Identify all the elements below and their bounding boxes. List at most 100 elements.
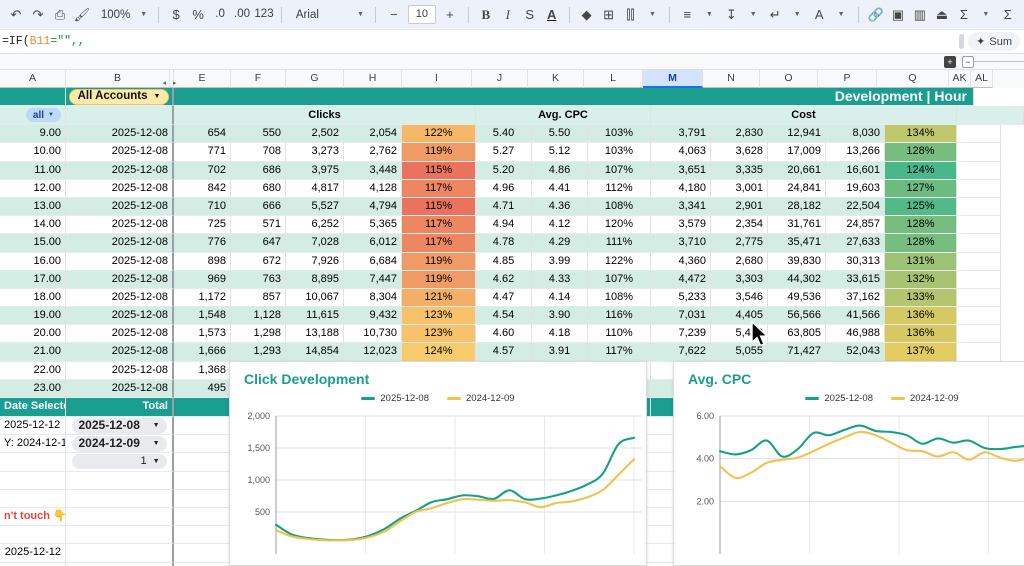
cell-date[interactable]: 2025-12-08: [66, 325, 174, 344]
cell-clicks-cumulative-ly[interactable]: 3,448: [344, 161, 402, 180]
font-family-selector[interactable]: Arial ▼: [289, 4, 368, 26]
formula-bar[interactable]: =IF(B11="",, ✦ Sum: [0, 30, 1024, 54]
cell-cost-lastyear[interactable]: 2,775: [711, 234, 768, 253]
cell-clicks-index[interactable]: 123%: [402, 325, 476, 344]
cell-date[interactable]: 2025-12-08: [66, 252, 174, 271]
cell-cost-index[interactable]: 137%: [885, 343, 957, 362]
functions-icon[interactable]: Σ: [959, 7, 968, 22]
column-header-h[interactable]: H: [344, 70, 402, 88]
cell-cpc-current[interactable]: 4.78: [476, 234, 532, 253]
cell-clicks-current[interactable]: 710: [174, 197, 231, 217]
cell-cost-index[interactable]: 131%: [885, 252, 957, 271]
cell-hour[interactable]: 14.00: [0, 216, 66, 235]
cell-cost-lastyear[interactable]: 5,422: [711, 325, 768, 344]
cell-blank[interactable]: [957, 216, 1001, 235]
vertical-align-icon[interactable]: ↧: [725, 7, 737, 22]
date-list-item[interactable]: 2025-12-11: [0, 562, 66, 566]
column-header-o[interactable]: O: [760, 70, 818, 88]
column-header-al[interactable]: AL: [971, 70, 993, 88]
cell-clicks-index[interactable]: 117%: [402, 216, 476, 235]
cell-date[interactable]: 2025-12-08: [66, 307, 174, 326]
cell-cost-cumulative-ly[interactable]: 30,313: [826, 252, 885, 271]
cell-clicks-current[interactable]: 702: [174, 161, 231, 180]
cell-clicks-lastyear[interactable]: 1,298: [231, 325, 286, 344]
cell-clicks-lastyear[interactable]: 686: [231, 161, 286, 180]
cell-cpc-current[interactable]: 4.57: [476, 343, 532, 362]
cell-clicks-lastyear[interactable]: 672: [231, 252, 286, 271]
cell-clicks-current[interactable]: 969: [174, 270, 231, 289]
cell-cpc-lastyear[interactable]: 4.36: [532, 197, 588, 217]
cell-clicks-cumulative-ly[interactable]: 4,794: [344, 197, 402, 217]
cell-clicks-cumulative[interactable]: 7,028: [286, 234, 344, 253]
column-header-p[interactable]: P: [818, 70, 877, 88]
cell-clicks-lastyear[interactable]: 708: [231, 143, 286, 162]
cell-cost-lastyear[interactable]: 3,303: [711, 270, 768, 289]
cell-clicks-cumulative-ly[interactable]: 10,730: [344, 325, 402, 344]
table-row[interactable]: 20.00 2025-12-08 1,573 1,298 13,188 10,730 123…: [0, 325, 1024, 344]
cell-cost-current[interactable]: 7,622: [651, 343, 711, 362]
cell-blank[interactable]: [957, 125, 1001, 144]
cell-clicks-cumulative-ly[interactable]: 5,365: [344, 216, 402, 235]
cell-cost-current[interactable]: 3,651: [651, 161, 711, 180]
cell-cpc-index[interactable]: 117%: [588, 343, 651, 362]
cell-cpc-lastyear[interactable]: 4.41: [532, 179, 588, 198]
resize-grip[interactable]: [959, 34, 964, 49]
column-header-f[interactable]: F: [231, 70, 286, 88]
table-row[interactable]: 19.00 2025-12-08 1,548 1,128 11,615 9,432 123%…: [0, 307, 1024, 326]
cell-date[interactable]: 2025-12-08: [66, 143, 174, 162]
cell-cpc-current[interactable]: 5.20: [476, 161, 532, 180]
cell-cost-cumulative-ly[interactable]: 24,857: [826, 216, 885, 235]
cell-clicks-cumulative[interactable]: 7,926: [286, 252, 344, 271]
cell-cost-cumulative-ly[interactable]: 33,615: [826, 270, 885, 289]
chevron-down-icon[interactable]: ▼: [793, 11, 801, 18]
cell-clicks-current[interactable]: 654: [174, 125, 231, 144]
table-row[interactable]: 13.00 2025-12-08 710 666 5,527 4,794 115% 4.71 4…: [0, 197, 1024, 217]
cell-cost-index[interactable]: 134%: [885, 125, 957, 144]
cell-cpc-current[interactable]: 4.85: [476, 252, 532, 271]
cell-date[interactable]: 2025-12-08: [66, 361, 174, 380]
cell-blank[interactable]: [957, 252, 1001, 271]
cell-cost-lastyear[interactable]: 2,830: [711, 125, 768, 144]
cell-clicks-current[interactable]: 842: [174, 179, 231, 198]
redo-icon[interactable]: ↷: [32, 7, 44, 22]
cell-clicks-lastyear[interactable]: 680: [231, 179, 286, 198]
cell-clicks-lastyear[interactable]: 550: [231, 125, 286, 144]
column-header-b[interactable]: B ◂: [66, 70, 170, 88]
cell-clicks-cumulative-ly[interactable]: 7,447: [344, 270, 402, 289]
cell-cost-index[interactable]: 136%: [885, 325, 957, 344]
cell-clicks-cumulative[interactable]: 6,252: [286, 216, 344, 235]
cell-clicks-cumulative-ly[interactable]: 8,304: [344, 288, 402, 308]
cell-cost-cumulative-ly[interactable]: 52,043: [826, 343, 885, 362]
cell-cpc-current[interactable]: 4.47: [476, 288, 532, 308]
cell-clicks-index[interactable]: 119%: [402, 143, 476, 162]
chevron-down-icon[interactable]: ▼: [837, 11, 845, 18]
cell-cost-lastyear[interactable]: 3,001: [711, 179, 768, 198]
cell-cost-index[interactable]: 128%: [885, 143, 957, 162]
cell-date[interactable]: 2025-12-08: [66, 179, 174, 198]
cell-clicks-cumulative-ly[interactable]: 4,128: [344, 179, 402, 198]
cell-cpc-current[interactable]: 4.54: [476, 307, 532, 326]
column-header-i[interactable]: I: [402, 70, 472, 88]
cell-cost-cumulative-ly[interactable]: 27,633: [826, 234, 885, 253]
cell-cpc-index[interactable]: 122%: [588, 252, 651, 271]
table-row[interactable]: 15.00 2025-12-08 776 647 7,028 6,012 117% 4.78 4…: [0, 234, 1024, 253]
cell-clicks-index[interactable]: 123%: [402, 307, 476, 326]
cell-clicks-current[interactable]: 771: [174, 143, 231, 162]
cell-cpc-lastyear[interactable]: 5.12: [532, 143, 588, 162]
cell-clicks-lastyear[interactable]: 857: [231, 288, 286, 308]
table-row[interactable]: 10.00 2025-12-08 771 708 3,273 2,762 119% 5.27 5…: [0, 143, 1024, 162]
cell-date[interactable]: 2025-12-08: [66, 379, 174, 398]
cell-cost-current[interactable]: 4,180: [651, 179, 711, 198]
cell-cost-cumulative[interactable]: 17,009: [768, 143, 826, 162]
merge-cells-icon[interactable]: ⫿⫿: [626, 7, 635, 22]
cell-blank[interactable]: [957, 270, 1001, 289]
cell-cost-index[interactable]: 127%: [885, 179, 957, 198]
cell-cost-cumulative[interactable]: 31,761: [768, 216, 826, 235]
cell-cpc-index[interactable]: 116%: [588, 307, 651, 326]
cell-hour[interactable]: 9.00: [0, 125, 66, 144]
cell-blank[interactable]: [957, 179, 1001, 198]
table-row[interactable]: 12.00 2025-12-08 842 680 4,817 4,128 117% 4.96 4…: [0, 179, 1024, 198]
cell-clicks-cumulative-ly[interactable]: 12,023: [344, 343, 402, 362]
bold-icon[interactable]: B: [481, 7, 491, 22]
insert-link-icon[interactable]: 🔗: [867, 7, 885, 22]
